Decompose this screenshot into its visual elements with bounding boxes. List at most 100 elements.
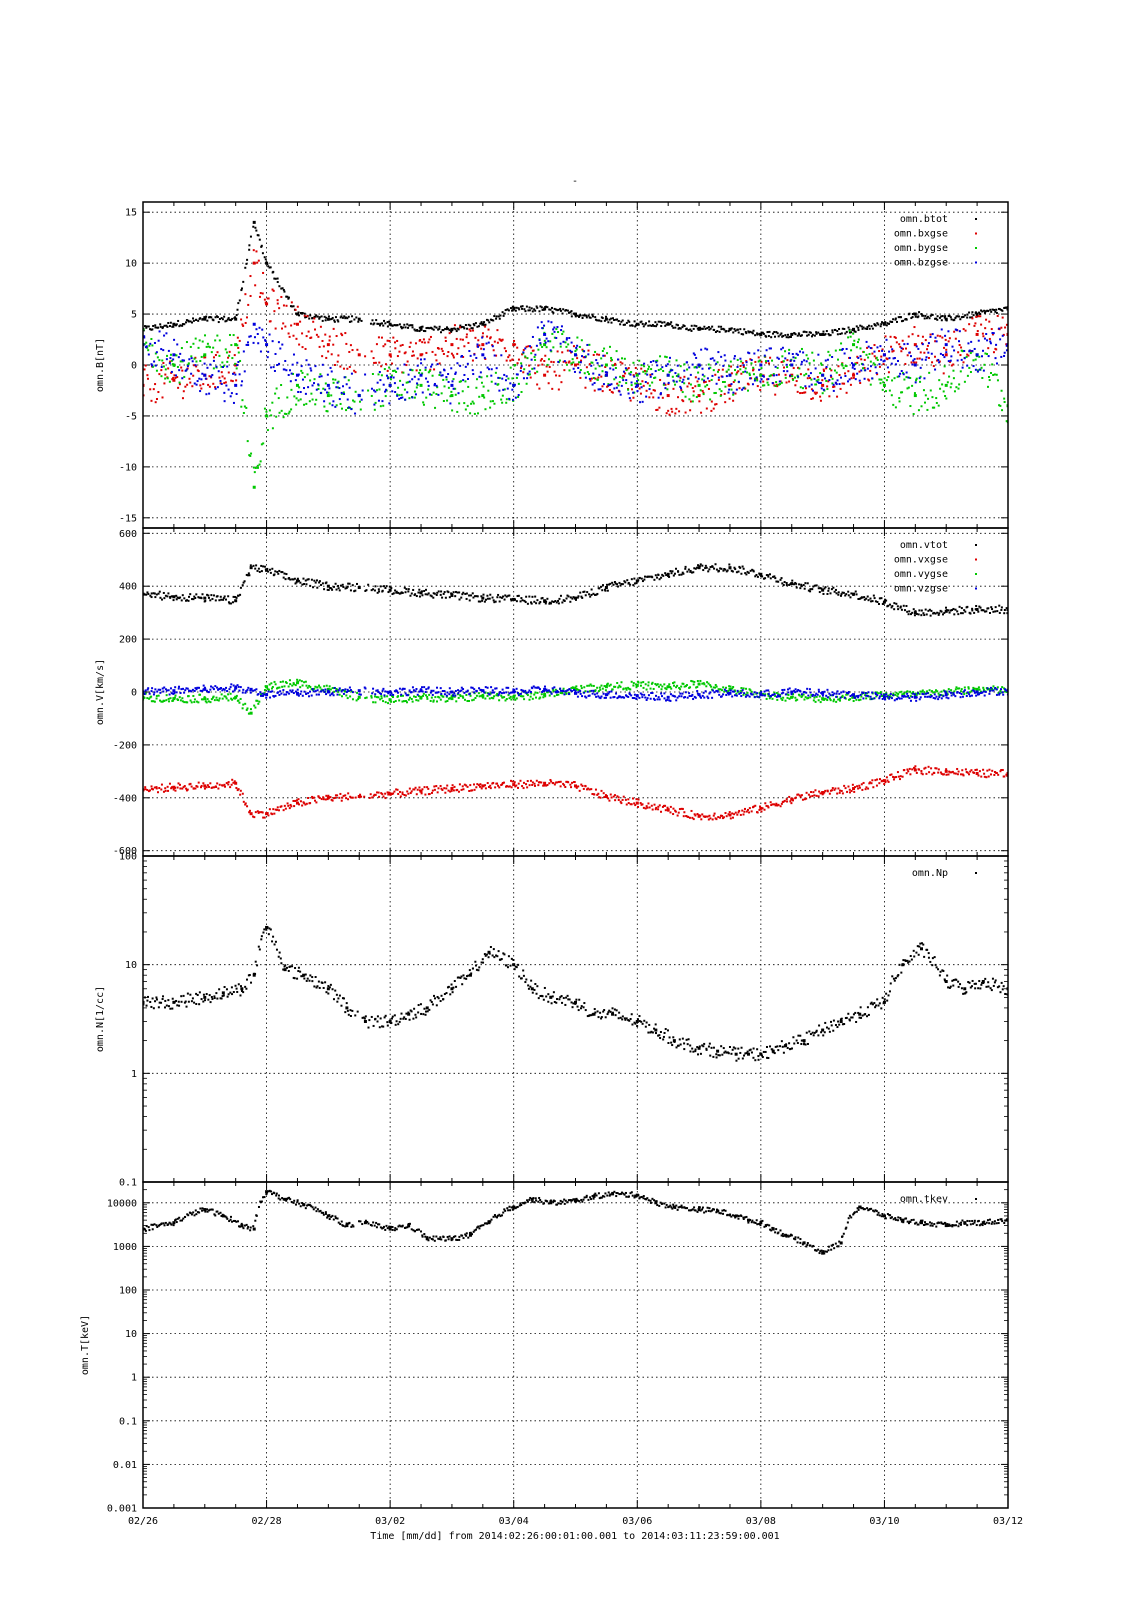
data-sample [953,772,956,775]
data-sample [837,591,840,594]
data-sample [587,314,590,317]
data-sample [213,699,216,702]
data-sample [269,266,272,269]
data-sample [960,612,963,615]
data-sample [827,380,830,383]
data-sample [774,365,777,368]
data-sample [384,395,387,398]
data-sample [411,378,414,381]
data-sample [316,586,319,589]
data-sample [711,565,714,568]
data-sample [583,686,586,689]
data-sample [784,376,787,379]
data-sample [850,349,853,352]
data-sample [346,697,349,700]
data-sample [654,682,657,685]
data-sample [923,767,926,770]
data-sample [518,308,521,311]
data-sample [520,362,523,365]
data-sample [451,409,454,412]
data-sample [889,320,892,323]
data-sample [179,324,182,327]
data-sample [457,392,460,395]
data-sample [790,802,793,805]
data-sample [447,380,450,383]
data-sample [787,336,790,339]
data-sample [548,308,551,311]
data-sample [624,367,627,370]
data-sample [826,790,829,793]
data-sample [789,800,792,803]
data-sample [880,355,883,358]
data-sample [457,696,460,699]
data-sample [720,355,723,358]
data-sample [741,388,744,391]
data-sample [766,378,769,381]
data-sample [294,582,297,585]
data-point [975,353,979,357]
data-sample [631,324,634,327]
data-sample [527,373,530,376]
data-sample [1003,612,1006,615]
data-sample [964,610,967,613]
data-sample [145,325,148,328]
data-sample [709,327,712,330]
data-sample [893,608,896,611]
data-sample [639,382,642,385]
data-point [265,302,269,306]
data-sample [687,377,690,380]
data-sample [750,359,753,362]
data-sample [455,330,458,333]
data-sample [923,614,926,617]
data-sample [943,365,946,368]
data-sample [890,773,893,776]
data-sample [945,351,948,354]
data-sample [368,796,371,799]
data-sample [384,797,387,800]
data-sample [724,568,727,571]
data-sample [536,306,539,309]
data-sample [666,388,669,391]
data-sample [380,695,383,698]
data-sample [931,313,934,316]
data-sample [882,363,885,366]
data-sample [588,593,591,596]
data-sample [237,699,240,702]
data-sample [247,343,250,346]
data-sample [315,801,318,804]
data-sample [566,594,569,597]
data-sample [387,591,390,594]
data-sample [661,685,664,688]
data-sample [186,701,189,704]
data-sample [147,353,150,356]
data-sample [622,323,625,326]
data-sample [780,577,783,580]
data-sample [919,351,922,354]
data-sample [195,383,198,386]
data-point [419,373,423,377]
data-sample [547,340,550,343]
data-sample [756,575,759,578]
data-sample [951,345,954,348]
data-sample [880,597,883,600]
data-sample [864,788,867,791]
data-sample [862,351,865,354]
data-sample [310,578,313,581]
data-sample [791,353,794,356]
data-sample [589,683,592,686]
data-sample [343,690,346,693]
data-sample [771,803,774,806]
data-sample [262,442,265,445]
y-tick-label: 15 [125,208,137,219]
data-sample [513,339,516,342]
data-sample [147,325,150,328]
data-sample [221,366,224,369]
data-sample [806,334,809,337]
data-sample [614,318,617,321]
data-sample [635,324,638,327]
data-sample [847,326,850,329]
data-sample [464,408,467,411]
data-sample [226,318,229,321]
data-sample [352,399,355,402]
data-sample [437,787,440,790]
